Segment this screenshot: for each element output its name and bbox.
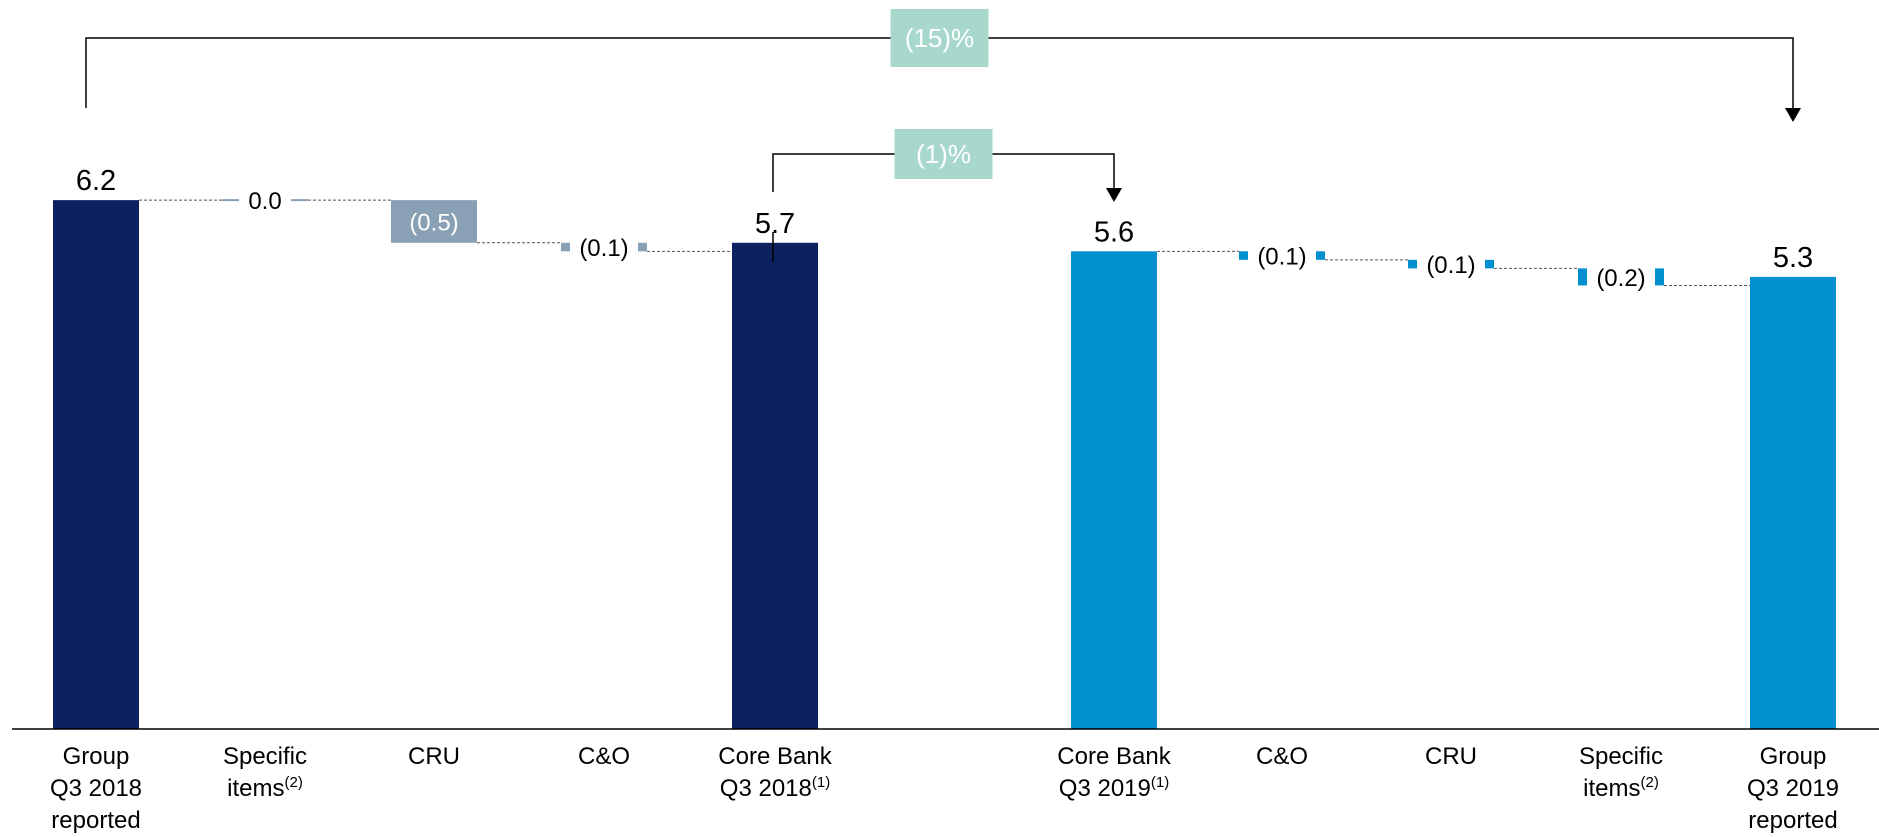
bar-total bbox=[732, 242, 818, 730]
value-label: 5.6 bbox=[1094, 216, 1134, 248]
category-label-line: C&O bbox=[1255, 743, 1308, 770]
category-label: CRU bbox=[1376, 741, 1526, 773]
category-label: Group Q3 2019 reported bbox=[1718, 741, 1868, 837]
category-label-line: Q3 2019(1) bbox=[1058, 774, 1170, 802]
category-label: Core Bank Q3 2019(1) bbox=[1039, 741, 1189, 805]
core-bank-change-label: (1)% bbox=[916, 139, 971, 169]
category-label-line: C&O bbox=[577, 743, 630, 770]
label-background bbox=[239, 186, 291, 215]
category-label: Specific items(2) bbox=[190, 741, 340, 805]
bar-total bbox=[1750, 276, 1836, 729]
value-label: 6.2 bbox=[76, 165, 116, 197]
category-label: C&O bbox=[1207, 741, 1357, 773]
category-label-line: reported bbox=[1748, 807, 1838, 834]
category-label-line: reported bbox=[51, 807, 141, 834]
label-background bbox=[570, 232, 638, 263]
category-label: Group Q3 2018 reported bbox=[21, 741, 171, 837]
category-label: C&O bbox=[529, 741, 679, 773]
label-background bbox=[1587, 261, 1655, 292]
label-background bbox=[1248, 240, 1316, 271]
core-bank-change-arrowhead bbox=[1106, 188, 1122, 202]
value-label: 0.0 bbox=[248, 188, 281, 215]
value-label: 5.3 bbox=[1773, 242, 1813, 274]
category-label-line: Q3 2019 bbox=[1746, 775, 1840, 802]
label-background bbox=[1417, 249, 1485, 280]
value-label: (0.5) bbox=[409, 209, 458, 236]
bar-total bbox=[53, 200, 139, 729]
value-label: 5.7 bbox=[755, 208, 795, 240]
footnote-marker: (1) bbox=[1150, 774, 1170, 791]
category-label: Core Bank Q3 2018(1) bbox=[700, 741, 850, 805]
category-label-line: Core Bank bbox=[1057, 743, 1171, 770]
value-label: (0.2) bbox=[1596, 265, 1645, 292]
category-label-line: Specific bbox=[1578, 743, 1664, 770]
category-label: Specific items(2) bbox=[1546, 741, 1696, 805]
value-label: (0.1) bbox=[579, 235, 628, 262]
footnote-marker: (1) bbox=[811, 774, 831, 791]
footnote-marker: (2) bbox=[284, 774, 303, 791]
category-label-line: Q3 2018(1) bbox=[719, 774, 831, 802]
category-label-line: items(2) bbox=[227, 774, 303, 802]
category-label-line: items(2) bbox=[1583, 774, 1659, 802]
group-change-arrowhead bbox=[1785, 108, 1801, 122]
bar-delta bbox=[391, 200, 477, 243]
category-label-line: Core Bank bbox=[718, 743, 832, 770]
category-label-line: Group bbox=[62, 743, 130, 770]
bar-total bbox=[1071, 251, 1157, 729]
category-label-line: CRU bbox=[408, 743, 460, 770]
footnote-marker: (2) bbox=[1640, 774, 1659, 791]
category-label: CRU bbox=[359, 741, 509, 773]
category-label-line: Q3 2018 bbox=[49, 775, 143, 802]
category-label-line: Specific bbox=[222, 743, 308, 770]
group-change-box bbox=[890, 9, 989, 67]
value-label: (0.1) bbox=[1257, 244, 1306, 271]
value-label: (0.1) bbox=[1426, 252, 1475, 279]
category-label-line: Group bbox=[1759, 743, 1827, 770]
category-label-line: CRU bbox=[1425, 743, 1477, 770]
core-bank-change-box bbox=[894, 129, 993, 179]
group-change-label: (15)% bbox=[905, 23, 974, 53]
